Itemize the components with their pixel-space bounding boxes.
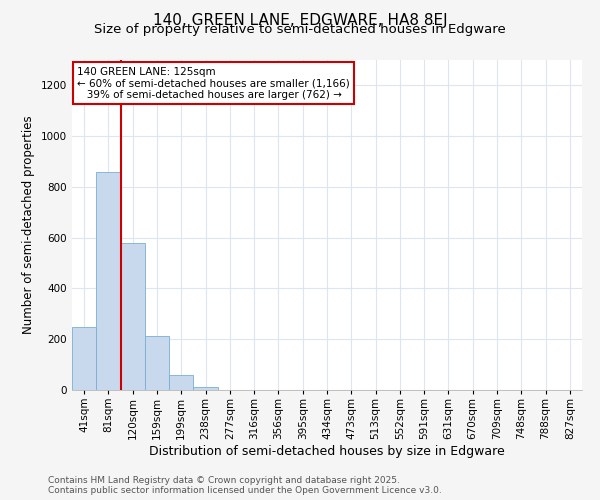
Bar [169,375,193,390]
Y-axis label: Number of semi-detached properties: Number of semi-detached properties [22,116,35,334]
Bar [72,328,96,390]
Bar [121,244,145,390]
Text: Size of property relative to semi-detached houses in Edgware: Size of property relative to semi-detach… [94,22,506,36]
Bar [145,336,169,390]
Bar [96,172,121,390]
Text: 140, GREEN LANE, EDGWARE, HA8 8EJ: 140, GREEN LANE, EDGWARE, HA8 8EJ [152,12,448,28]
X-axis label: Distribution of semi-detached houses by size in Edgware: Distribution of semi-detached houses by … [149,444,505,458]
Text: 140 GREEN LANE: 125sqm
← 60% of semi-detached houses are smaller (1,166)
   39% : 140 GREEN LANE: 125sqm ← 60% of semi-det… [77,66,350,100]
Text: Contains HM Land Registry data © Crown copyright and database right 2025.
Contai: Contains HM Land Registry data © Crown c… [48,476,442,495]
Bar [193,387,218,390]
